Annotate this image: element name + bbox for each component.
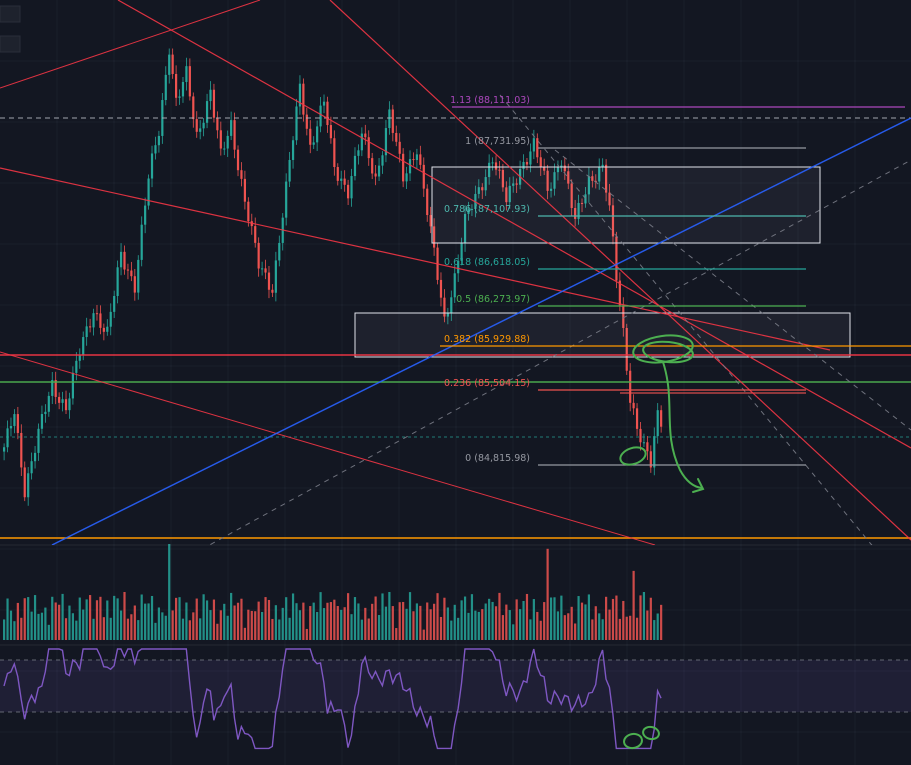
downtrend-main[interactable]	[117, 0, 911, 449]
oscillator-band	[0, 660, 911, 712]
axis-label-fragment	[0, 35, 21, 53]
annotation-arrow[interactable]	[662, 361, 703, 489]
supply-zone-box[interactable]	[431, 166, 821, 244]
downtrend-steep[interactable]	[329, 0, 911, 541]
candlesticks	[3, 48, 663, 506]
volume-bars	[3, 544, 663, 640]
hand-drawn-annotations[interactable]	[618, 332, 705, 750]
annotation-ellipse[interactable]	[618, 444, 648, 467]
corner-red-line[interactable]	[0, 0, 261, 89]
annotation-ellipse[interactable]	[623, 732, 643, 750]
oscillator-line	[3, 648, 662, 750]
annotation-arrow-head[interactable]	[692, 478, 705, 493]
downtrend-shallow[interactable]	[0, 167, 831, 351]
fib-level-label-0: 0 (84,815.98)	[465, 453, 530, 464]
demand-zone-box[interactable]	[354, 312, 851, 358]
axis-label-fragment	[0, 5, 21, 23]
fib-retracement[interactable]: 1.13 (88,111.03) 1 (87,731.95) 0.786 (87,1…	[440, 95, 911, 466]
fib-level-label-0.786: 0.786 (87,107.93)	[444, 204, 530, 215]
fib-level-label-0.618: 0.618 (86,618.05)	[444, 257, 530, 268]
downtrend-lower[interactable]	[0, 351, 656, 545]
fib-level-label-0.236: 0.236 (85,504.15)	[444, 378, 530, 389]
fib-level-label-0.5: 0.5 (86,273.97)	[456, 294, 530, 305]
oscillator-plot	[0, 648, 911, 750]
fib-level-label-1.13: 1.13 (88,111.03)	[450, 95, 530, 106]
annotation-ellipse[interactable]	[642, 725, 660, 741]
uptrend-blue[interactable]	[51, 117, 911, 545]
fib-level-label-0.382: 0.382 (85,929.88)	[444, 334, 530, 345]
fib-level-label-1: 1 (87,731.95)	[465, 136, 530, 147]
trendlines[interactable]	[0, 0, 911, 660]
annotation-ellipse[interactable]	[642, 339, 694, 364]
